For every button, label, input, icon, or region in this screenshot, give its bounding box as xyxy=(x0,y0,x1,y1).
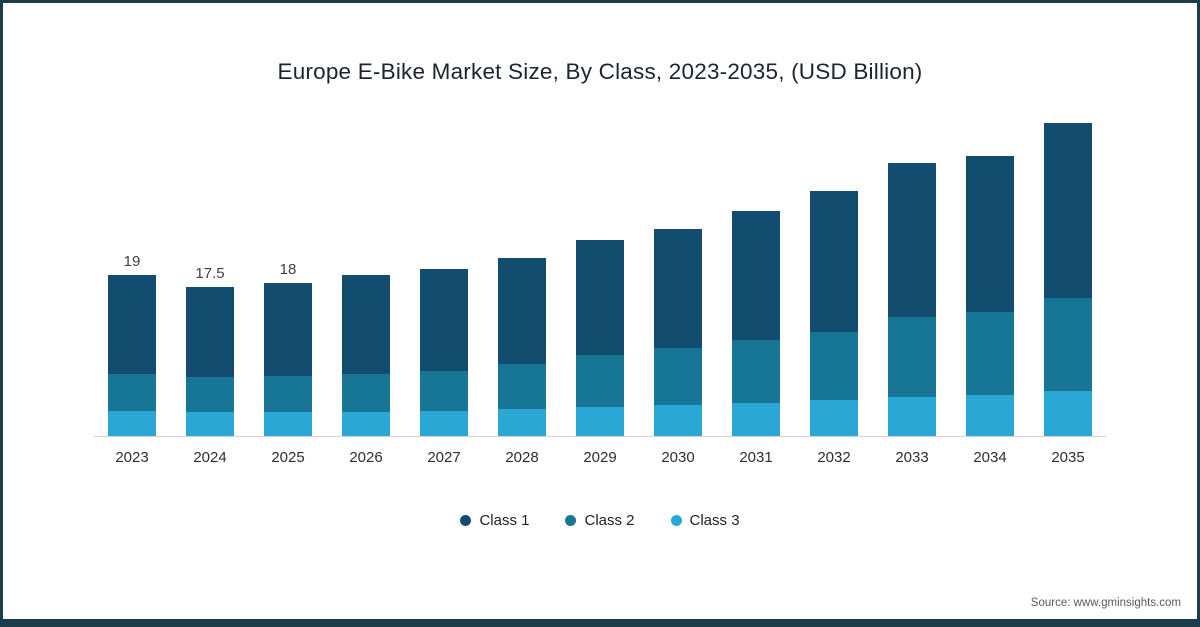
bar-segment-class-2 xyxy=(498,363,546,409)
bar-column-2027 xyxy=(420,268,468,436)
stacked-bar xyxy=(420,268,468,436)
bar-segment-class-1 xyxy=(810,191,858,332)
bar-segment-class-3 xyxy=(108,410,156,436)
bar-segment-class-1 xyxy=(498,258,546,364)
bar-segment-class-1 xyxy=(888,163,936,318)
chart-title: Europe E-Bike Market Size, By Class, 202… xyxy=(277,59,923,84)
x-axis-tick-label: 2025 xyxy=(271,449,305,466)
source-credit: Source: www.gminsights.com xyxy=(1030,597,1181,609)
bar-column-2024: 17.5 xyxy=(186,265,234,436)
x-axis-tick-label: 2034 xyxy=(973,449,1007,466)
legend-label: Class 2 xyxy=(584,512,635,529)
bar-segment-class-1 xyxy=(966,156,1014,312)
stacked-bar xyxy=(498,258,546,436)
bar-segment-class-1 xyxy=(420,268,468,372)
stacked-bar xyxy=(264,283,312,436)
stacked-bar xyxy=(966,156,1014,436)
bar-segment-class-3 xyxy=(576,407,624,436)
bar-segment-class-1 xyxy=(342,275,390,374)
stacked-bar xyxy=(186,287,234,436)
legend-item-class-3: Class 3 xyxy=(670,512,740,529)
stacked-bar xyxy=(576,239,624,436)
legend-item-class-2: Class 2 xyxy=(565,512,635,529)
x-axis-tick-label: 2035 xyxy=(1051,449,1085,466)
stacked-bar xyxy=(888,163,936,436)
bar-column-2032 xyxy=(810,191,858,436)
x-axis-tick-label: 2024 xyxy=(193,449,227,466)
x-axis-tick-label: 2030 xyxy=(661,449,695,466)
bars-row: 19 17.5 18 xyxy=(94,105,1106,437)
legend-marker-icon xyxy=(460,515,472,526)
bar-segment-class-2 xyxy=(966,311,1014,396)
bar-segment-class-1 xyxy=(732,210,780,341)
bar-segment-class-2 xyxy=(420,371,468,411)
stacked-bar xyxy=(810,191,858,436)
bar-column-2028 xyxy=(498,258,546,436)
x-axis-tick-label: 2023 xyxy=(115,449,149,466)
bar-segment-class-2 xyxy=(108,374,156,411)
bar-segment-class-1 xyxy=(654,229,702,349)
bar-segment-class-3 xyxy=(810,400,858,436)
bar-column-2035 xyxy=(1044,123,1092,436)
bar-segment-class-2 xyxy=(888,317,936,397)
bar-segment-class-2 xyxy=(342,373,390,413)
legend: Class 1 Class 2 Class 3 xyxy=(3,512,1197,529)
legend-item-class-1: Class 1 xyxy=(460,512,529,529)
bar-segment-class-2 xyxy=(810,331,858,401)
bar-segment-class-3 xyxy=(420,410,468,436)
bar-column-2030 xyxy=(654,229,702,436)
bar-segment-class-2 xyxy=(576,355,624,408)
bar-segment-class-1 xyxy=(1044,123,1092,299)
bar-column-2033 xyxy=(888,163,936,436)
bar-segment-class-3 xyxy=(888,396,936,436)
bar-segment-class-1 xyxy=(108,274,156,374)
bar-column-2034 xyxy=(966,156,1014,436)
bar-value-label: 19 xyxy=(123,252,141,270)
plot-area: 19 17.5 18 2023 2024 2025 2026 2027 2028 2029 203… xyxy=(94,105,1106,466)
bar-segment-class-2 xyxy=(732,340,780,403)
bar-segment-class-3 xyxy=(186,412,234,436)
bar-column-2025: 18 xyxy=(264,261,312,436)
stacked-bar xyxy=(732,210,780,436)
bar-value-label: 17.5 xyxy=(195,265,225,283)
bar-column-2031 xyxy=(732,210,780,436)
bar-segment-class-3 xyxy=(732,402,780,436)
bar-segment-class-3 xyxy=(498,408,546,436)
x-axis-labels: 2023 2024 2025 2026 2027 2028 2029 2030 2031 2032… xyxy=(94,449,1106,466)
x-axis-tick-label: 2033 xyxy=(895,449,929,466)
x-axis-tick-label: 2028 xyxy=(505,449,539,466)
bar-segment-class-1 xyxy=(264,283,312,376)
bar-column-2026 xyxy=(342,275,390,436)
bar-column-2029 xyxy=(576,239,624,436)
bar-segment-class-2 xyxy=(1044,298,1092,391)
legend-label: Class 3 xyxy=(689,512,740,529)
legend-marker-icon xyxy=(670,515,682,526)
legend-marker-icon xyxy=(565,515,577,526)
bar-segment-class-1 xyxy=(186,287,234,378)
bar-segment-class-2 xyxy=(264,375,312,413)
bar-segment-class-3 xyxy=(1044,391,1092,436)
bar-value-label: 18 xyxy=(279,261,297,279)
stacked-bar xyxy=(654,229,702,436)
bar-segment-class-2 xyxy=(654,348,702,406)
bar-segment-class-3 xyxy=(264,412,312,436)
stacked-bar xyxy=(1044,123,1092,436)
x-axis-tick-label: 2026 xyxy=(349,449,383,466)
x-axis-tick-label: 2029 xyxy=(583,449,617,466)
bar-column-2023: 19 xyxy=(108,253,156,436)
legend-label: Class 1 xyxy=(479,512,530,529)
x-axis-tick-label: 2031 xyxy=(739,449,773,466)
x-axis-tick-label: 2032 xyxy=(817,449,851,466)
x-axis-tick-label: 2027 xyxy=(427,449,461,466)
bar-segment-class-3 xyxy=(342,412,390,436)
stacked-bar xyxy=(342,275,390,436)
bar-segment-class-3 xyxy=(966,395,1014,436)
stacked-bar xyxy=(108,274,156,436)
bar-segment-class-3 xyxy=(654,405,702,436)
bar-segment-class-1 xyxy=(576,239,624,356)
bar-segment-class-2 xyxy=(186,377,234,413)
